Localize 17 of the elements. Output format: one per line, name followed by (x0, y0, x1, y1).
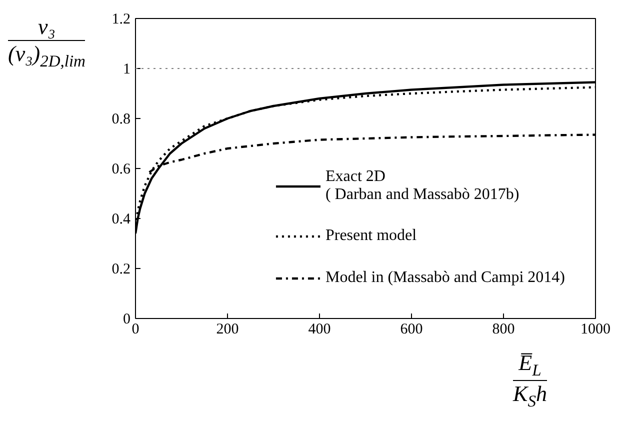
y-tick-label: 1.2 (112, 12, 130, 28)
y-tick-label: 0 (123, 312, 130, 328)
x-tick-label: 400 (308, 322, 331, 338)
x-tick-label: 200 (216, 322, 239, 338)
y-tick-label: 0.6 (112, 162, 131, 178)
y-axis-title: v₃ (v₃)$_{2D,lim}$ (8, 14, 86, 72)
legend-label: Exact 2D ( Darban and Massabò 2017b) (325, 168, 520, 204)
y-tick-label: 0.2 (112, 262, 130, 278)
x-tick-label: 600 (400, 322, 423, 338)
legend-label: Model in (Massabò and Campi 2014) (325, 269, 565, 287)
legend-label: Present model (325, 227, 417, 245)
x-tick-label: 800 (492, 322, 515, 338)
y-tick-label: 1 (123, 62, 130, 78)
x-tick-label: 1000 (580, 322, 610, 338)
y-tick-label: 0.4 (112, 212, 131, 228)
x-axis-title: E̅$_{L}$ K$_{S}$h (513, 350, 547, 412)
y-tick-label: 0.8 (112, 112, 130, 128)
